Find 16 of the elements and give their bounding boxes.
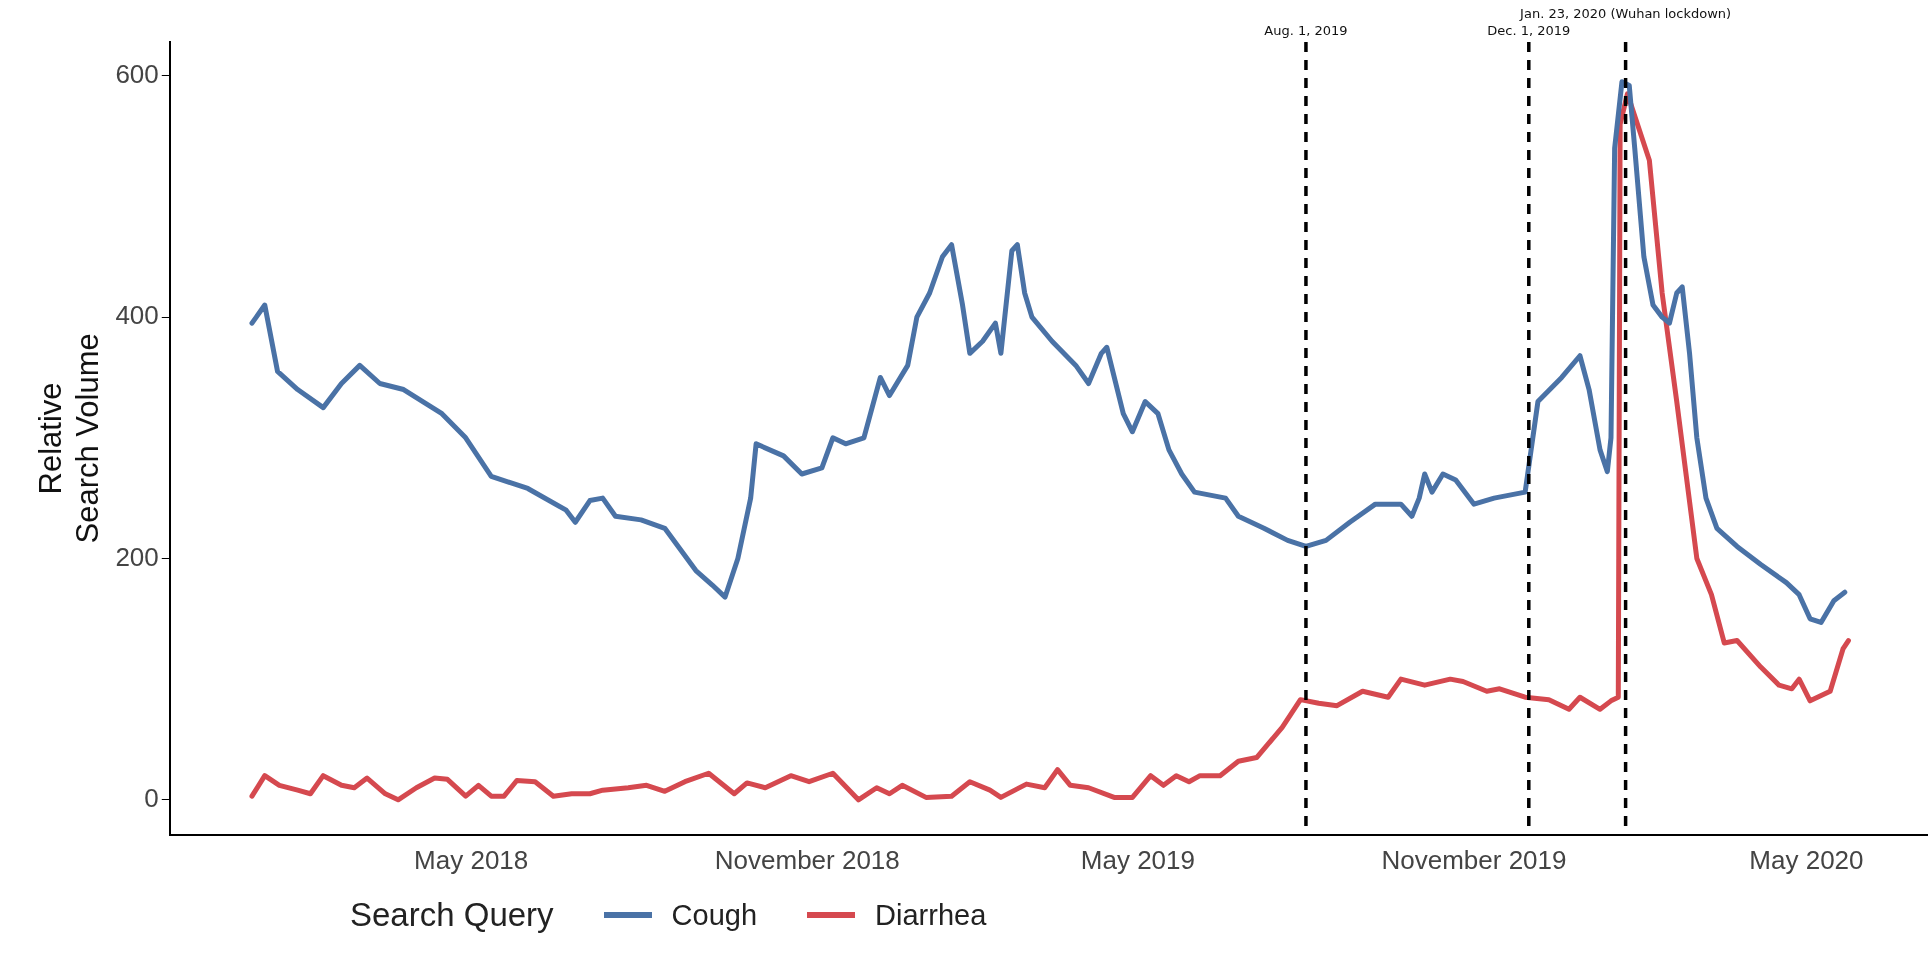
ref-line-label: Jan. 23, 2020 (Wuhan lockdown) — [1519, 5, 1732, 21]
x-tick-label: May 2018 — [414, 844, 529, 875]
legend-label: Cough — [671, 898, 758, 932]
legend-title: Search Query — [350, 896, 554, 934]
y-tick-label: 0 — [144, 782, 159, 813]
y-axis-title: Relative Search Volume — [33, 333, 106, 544]
ref-line-label: Aug. 1, 2019 — [1264, 22, 1348, 38]
x-tick-label: May 2020 — [1749, 844, 1864, 875]
x-tick-label: November 2019 — [1381, 844, 1567, 875]
x-tick-label: November 2018 — [714, 844, 900, 875]
y-tick-label: 400 — [115, 300, 159, 331]
y-tick-label: 200 — [115, 541, 159, 572]
legend-label: Diarrhea — [875, 898, 987, 932]
y-tick-label: 600 — [115, 58, 159, 89]
ref-line-label: Dec. 1, 2019 — [1487, 22, 1571, 38]
x-tick-label: May 2019 — [1080, 844, 1195, 875]
